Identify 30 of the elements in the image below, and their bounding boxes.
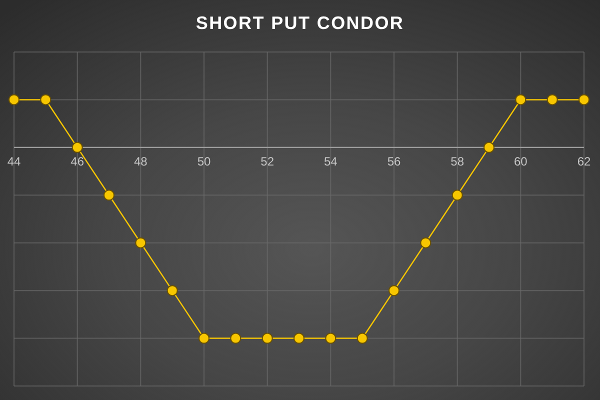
point [325, 332, 336, 344]
point [578, 94, 590, 106]
point [198, 332, 210, 344]
x-tick-label: 58 [450, 154, 464, 168]
point [166, 285, 178, 296]
x-tick-label: 48 [134, 154, 148, 168]
point [40, 94, 52, 106]
point [546, 94, 558, 106]
x-tick-label: 44 [7, 154, 21, 168]
point [484, 142, 494, 153]
point [452, 190, 463, 201]
x-tick-label: 60 [514, 154, 528, 168]
point [230, 332, 242, 344]
x-tick-label: 62 [577, 154, 591, 168]
x-tick-label: 50 [197, 154, 211, 168]
point [8, 94, 20, 106]
point [294, 332, 304, 344]
point [72, 142, 83, 153]
point [135, 237, 146, 248]
point [515, 94, 526, 106]
x-tick-label: 52 [260, 154, 274, 168]
point [356, 332, 368, 344]
point [104, 190, 114, 201]
chart-title: SHORT PUT CONDOR [194, 13, 406, 34]
x-tick-label: 54 [324, 154, 338, 168]
point [420, 237, 432, 248]
x-tick-label: 56 [387, 154, 401, 168]
point [388, 285, 400, 296]
x-tick-label: 46 [70, 154, 84, 168]
point [262, 332, 273, 344]
